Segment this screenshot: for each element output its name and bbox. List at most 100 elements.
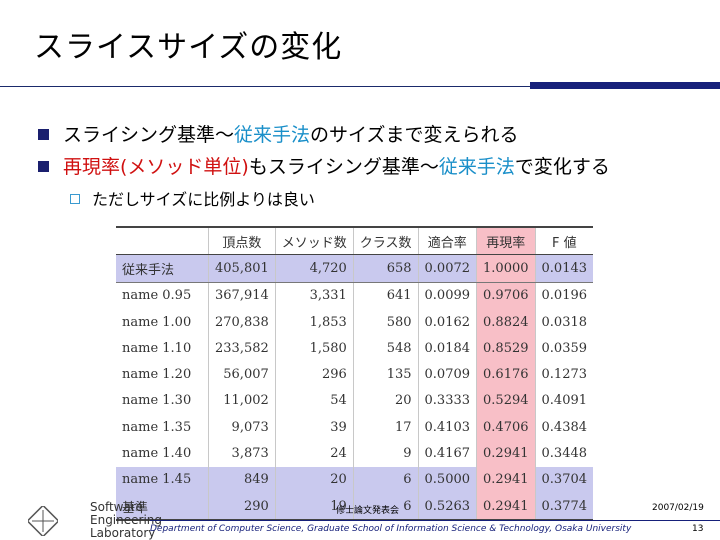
table-cell: 4,720 [274,254,354,283]
hollow-square-bullet-icon [70,194,80,204]
bullet-2-part2: もスライシング基準～ [248,156,439,178]
square-bullet-icon [38,129,49,140]
table-cell: 135 [352,361,419,388]
logo-line-3: Laboratory [90,526,156,540]
table-cell: 0.0072 [417,254,477,283]
table-cell: 1,853 [274,308,354,336]
table-header-cell: 適合率 [417,226,477,256]
table-cell: 1,580 [274,335,354,362]
logo-line-2: Engineering [90,513,162,527]
table-cell: 0.1273 [534,361,594,388]
table-cell: 17 [352,414,419,441]
table-row: 基準 290 19 6 0.5263 0.2941 0.3774 [116,492,594,522]
table-row: name 0.95 367,914 3,331 641 0.0099 0.9706 0.01… [116,282,594,309]
table-cell: 3,873 [208,440,276,467]
table-cell: 11,002 [208,387,276,415]
table-cell: 0.0143 [534,254,594,283]
table-cell: 405,801 [208,254,276,283]
table-cell: 0.0099 [417,282,477,309]
table-cell: 54 [274,387,354,415]
table-cell: 296 [274,361,354,388]
row-label-cell: name 1.35 [122,419,192,435]
table-cell: 658 [352,254,419,283]
table-cell: 0.4103 [417,414,477,441]
table-cell: 0.5294 [476,387,536,415]
logo-line-1: Software [90,500,143,514]
table-cell: 0.0318 [534,308,594,336]
table-row: name 1.35 9,073 39 17 0.4103 0.4706 0.4384 [116,414,594,441]
table-row: name 1.10 233,582 1,580 548 0.0184 0.8529 0.03… [116,335,594,362]
table-cell: 0.4167 [417,440,477,467]
table-cell: 0.4091 [534,387,594,415]
row-label-cell: name 1.00 [122,314,192,330]
table-cell: 6 [352,492,419,522]
table-cell: 0.8824 [476,308,536,336]
table-cell: 0.3333 [417,387,477,415]
table-cell: 0.2941 [476,492,536,522]
table-cell: 0.5263 [417,492,477,522]
table-cell: 0.2941 [476,440,536,467]
table-header-cell: F 値 [534,226,594,256]
table-cell: 0.9706 [476,282,536,309]
table-header-cell [116,226,209,256]
row-label-cell: name 0.95 [122,288,192,304]
table-cell: 233,582 [208,335,276,362]
presentation-date: 2007/02/19 [652,503,704,513]
table-header-cell: 再現率 [476,226,536,256]
row-label-cell: name 1.45 [116,466,209,493]
title-accent-bar [530,82,720,89]
row-label-cell: 基準 [116,492,209,522]
logo-mark-icon [28,506,58,536]
row-label-cell: name 1.10 [122,340,192,356]
row-label-cell: name 1.40 [122,446,192,462]
row-label-cell: name 1.20 [122,367,192,383]
table-cell: 0.8529 [476,335,536,362]
table-row: name 1.00 270,838 1,853 580 0.0162 0.8824 0.03… [116,308,594,336]
bullet-1-part3: のサイズまで変えられる [310,124,519,146]
bullet-1: スライシング基準～従来手法のサイズまで変えられる [38,120,518,147]
table-cell: 0.4384 [534,414,594,441]
sub-bullet-text: ただしサイズに比例よりは良い [92,190,315,209]
lab-logo: Software Engineering Laboratory [28,500,162,540]
table-cell: 0.3704 [534,466,594,493]
square-bullet-icon [38,161,49,172]
table-cell: 0.0162 [417,308,477,336]
table-cell: 0.0709 [417,361,477,388]
row-label-cell: 従来手法 [116,254,209,283]
table-cell: 0.0359 [534,335,594,362]
bullet-2-part4: で変化する [514,156,610,178]
page-number: 13 [692,524,704,534]
table-header-row: 頂点数 メソッド数 クラス数 適合率 再現率 F 値 [116,226,594,256]
table-row: name 1.20 56,007 296 135 0.0709 0.6176 0.1273 [116,361,594,388]
table-cell: 0.4706 [476,414,536,441]
table-header-cell: メソッド数 [274,226,354,256]
table-cell: 0.6176 [476,361,536,388]
sub-bullet: ただしサイズに比例よりは良い [70,186,315,210]
table-row: name 1.40 3,873 24 9 0.4167 0.2941 0.3448 [116,440,594,467]
footer-rule [150,520,720,521]
department-line: Department of Computer Science, Graduate… [150,524,632,534]
table-cell: 270,838 [208,308,276,336]
conference-name: 修士論文発表会 [336,506,400,516]
table-cell: 9 [352,440,419,467]
table-cell: 0.5000 [417,466,477,493]
table-cell: 0.2941 [476,466,536,493]
bullet-1-part2: 従来手法 [234,124,311,146]
bullet-1-part1: スライシング基準～ [63,124,235,146]
table-row: name 1.30 11,002 54 20 0.3333 0.5294 0.4091 [116,387,594,415]
bullet-2-part1: 再現率(メソッド単位) [63,156,249,178]
bullet-2-part3: 従来手法 [438,156,515,178]
results-table: 頂点数 メソッド数 クラス数 適合率 再現率 F 値 従来手法 405,801 4,… [116,226,594,522]
table-cell: 0.3774 [534,492,594,522]
table-header-cell: クラス数 [352,226,419,256]
table-cell: 6 [352,466,419,493]
table-cell: 3,331 [274,282,354,309]
table-cell: 19 [274,492,354,522]
table-cell: 0.3448 [534,440,594,467]
table-cell: 20 [274,466,354,493]
table-cell: 849 [208,466,276,493]
table-header-cell: 頂点数 [208,226,276,256]
table-cell: 1.0000 [476,254,536,283]
table-cell: 56,007 [208,361,276,388]
table-cell: 548 [352,335,419,362]
